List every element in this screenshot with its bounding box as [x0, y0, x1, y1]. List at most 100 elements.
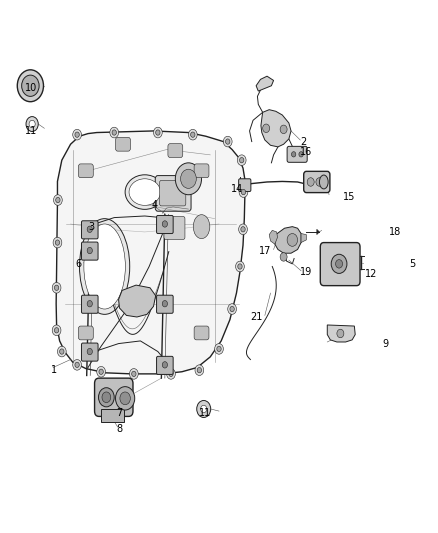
Text: 17: 17 — [259, 246, 272, 255]
Circle shape — [110, 127, 119, 138]
Text: 21: 21 — [250, 312, 263, 322]
Circle shape — [280, 253, 287, 261]
Polygon shape — [317, 229, 319, 235]
FancyBboxPatch shape — [95, 378, 133, 416]
Polygon shape — [275, 227, 301, 253]
Circle shape — [52, 325, 61, 336]
FancyBboxPatch shape — [304, 171, 330, 192]
Circle shape — [130, 368, 138, 379]
FancyBboxPatch shape — [116, 138, 131, 151]
Circle shape — [73, 130, 81, 140]
Circle shape — [17, 70, 43, 102]
Circle shape — [162, 221, 167, 227]
Circle shape — [162, 362, 167, 368]
Text: 11: 11 — [199, 408, 212, 418]
Circle shape — [201, 405, 207, 413]
Circle shape — [155, 130, 160, 135]
Circle shape — [153, 127, 162, 138]
Circle shape — [29, 120, 35, 128]
Circle shape — [197, 368, 201, 373]
Circle shape — [230, 306, 234, 312]
Circle shape — [237, 155, 246, 165]
Circle shape — [87, 247, 92, 254]
FancyBboxPatch shape — [78, 326, 93, 340]
Circle shape — [217, 346, 221, 352]
Text: 10: 10 — [25, 83, 37, 93]
Circle shape — [241, 227, 245, 232]
Polygon shape — [327, 325, 355, 342]
Circle shape — [239, 224, 247, 235]
Circle shape — [52, 282, 61, 293]
Circle shape — [26, 117, 38, 132]
FancyBboxPatch shape — [239, 179, 251, 191]
Circle shape — [226, 139, 230, 144]
Text: 9: 9 — [383, 338, 389, 349]
Circle shape — [197, 400, 211, 417]
FancyBboxPatch shape — [81, 295, 98, 313]
Circle shape — [215, 344, 223, 354]
Circle shape — [195, 365, 204, 375]
Text: 15: 15 — [343, 192, 356, 203]
Text: 1: 1 — [51, 365, 57, 375]
FancyBboxPatch shape — [78, 164, 93, 177]
Ellipse shape — [129, 179, 160, 205]
FancyBboxPatch shape — [81, 242, 98, 260]
Text: 18: 18 — [389, 227, 402, 237]
Polygon shape — [261, 110, 291, 147]
Text: 7: 7 — [117, 408, 123, 418]
FancyBboxPatch shape — [101, 409, 124, 422]
FancyBboxPatch shape — [164, 216, 185, 239]
Circle shape — [337, 329, 344, 338]
Circle shape — [191, 132, 195, 138]
Circle shape — [60, 349, 64, 354]
Circle shape — [162, 301, 167, 307]
Polygon shape — [56, 131, 245, 374]
Text: 11: 11 — [25, 126, 37, 136]
Circle shape — [21, 75, 39, 96]
Text: 4: 4 — [151, 200, 157, 211]
Circle shape — [287, 233, 297, 246]
Circle shape — [336, 260, 343, 268]
FancyBboxPatch shape — [156, 215, 173, 233]
Polygon shape — [269, 230, 278, 244]
FancyBboxPatch shape — [156, 357, 173, 374]
Circle shape — [241, 189, 246, 195]
Circle shape — [54, 328, 59, 333]
Circle shape — [87, 301, 92, 307]
Circle shape — [166, 368, 175, 379]
Ellipse shape — [193, 215, 210, 239]
Circle shape — [120, 392, 131, 405]
Circle shape — [236, 261, 244, 272]
Circle shape — [99, 369, 103, 374]
FancyBboxPatch shape — [194, 164, 209, 177]
Circle shape — [307, 177, 314, 186]
Circle shape — [169, 371, 173, 376]
FancyBboxPatch shape — [320, 243, 360, 286]
Circle shape — [280, 125, 287, 134]
Text: 16: 16 — [300, 147, 312, 157]
Ellipse shape — [84, 224, 125, 309]
Text: 14: 14 — [231, 184, 243, 195]
Circle shape — [55, 240, 60, 245]
FancyBboxPatch shape — [81, 221, 98, 239]
FancyBboxPatch shape — [287, 147, 307, 163]
Circle shape — [116, 386, 135, 410]
Circle shape — [73, 360, 81, 370]
Text: 2: 2 — [300, 136, 306, 147]
Circle shape — [87, 226, 92, 232]
Text: 3: 3 — [88, 222, 95, 232]
Circle shape — [102, 392, 111, 402]
Text: 12: 12 — [365, 270, 378, 279]
Circle shape — [223, 136, 232, 147]
Text: 19: 19 — [300, 267, 312, 277]
Ellipse shape — [319, 175, 328, 189]
Circle shape — [175, 163, 201, 195]
Polygon shape — [119, 285, 155, 317]
Circle shape — [75, 132, 79, 138]
Circle shape — [228, 304, 237, 314]
Circle shape — [54, 285, 59, 290]
Circle shape — [180, 169, 196, 188]
Circle shape — [299, 152, 303, 157]
Text: 8: 8 — [117, 424, 123, 434]
FancyBboxPatch shape — [194, 326, 209, 340]
